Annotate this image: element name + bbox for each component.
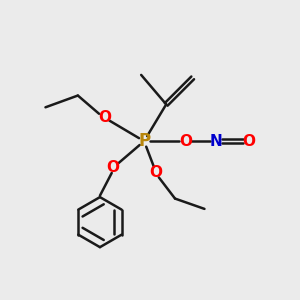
Text: P: P [138,132,150,150]
Text: O: O [149,165,162,180]
Text: O: O [242,134,255,149]
Text: O: O [98,110,111,125]
Text: O: O [179,134,192,149]
Text: O: O [107,160,120,175]
Text: N: N [210,134,223,149]
